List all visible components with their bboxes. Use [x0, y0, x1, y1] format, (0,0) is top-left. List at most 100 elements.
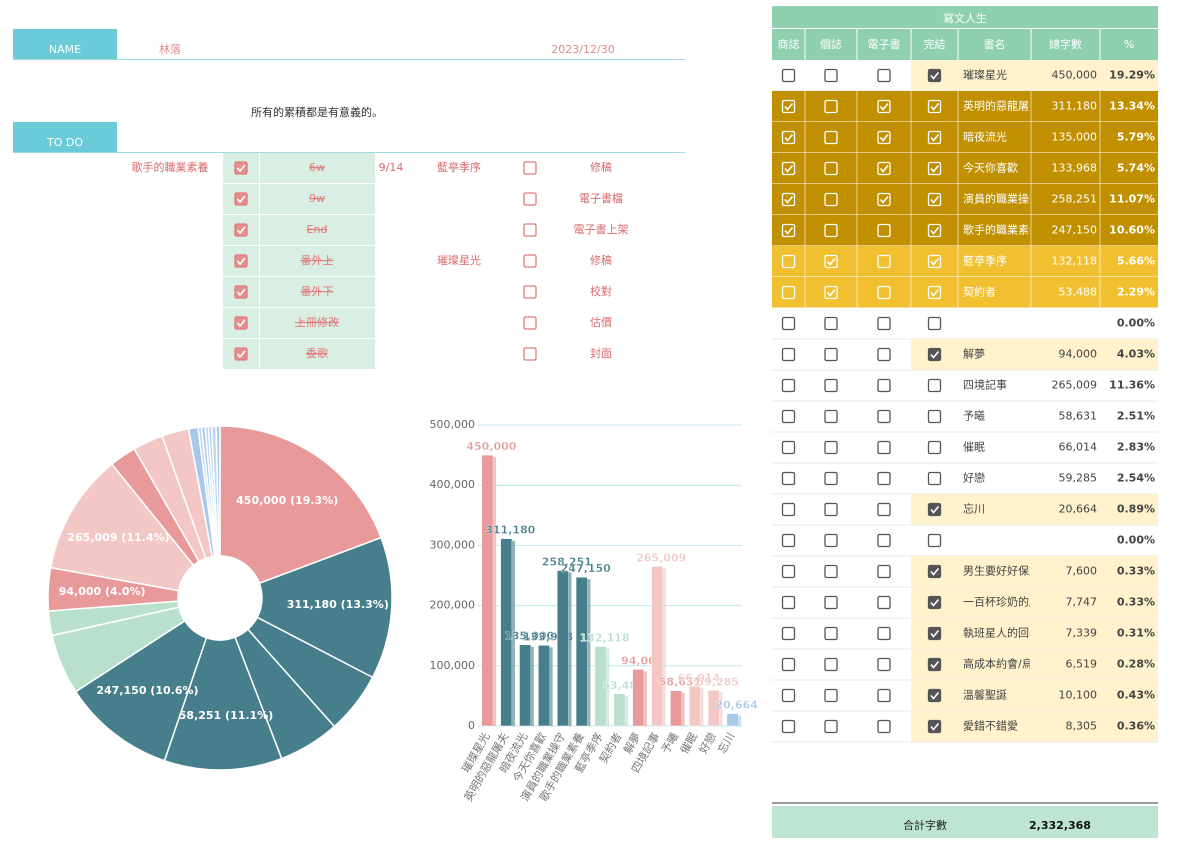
author-name: 林落 [159, 42, 181, 56]
bar-label: 66,014 [678, 671, 721, 684]
checkbox-box [234, 192, 248, 206]
row-bg [772, 215, 1158, 246]
checkbox [824, 440, 838, 455]
todo-item: 委歌 [306, 346, 328, 360]
bar-label: 247,150 [561, 562, 611, 575]
checkbox [781, 192, 796, 207]
checkbox [927, 223, 942, 238]
checkbox [523, 285, 537, 299]
checkbox [781, 378, 796, 393]
checkbox-box [927, 130, 942, 145]
row-bg [911, 587, 1158, 618]
check-mark [930, 629, 940, 638]
check-mark [236, 257, 246, 266]
checkbox [877, 68, 891, 83]
checkbox [927, 316, 942, 331]
y-tick-label: 400,000 [430, 478, 476, 491]
checkbox-box [781, 657, 796, 672]
checkbox [877, 161, 891, 176]
checkbox-box [523, 254, 537, 268]
checkbox [781, 316, 796, 331]
checkbox [824, 254, 838, 269]
check-mark [784, 102, 794, 111]
check-mark [879, 133, 889, 142]
pie-slice [49, 463, 195, 592]
checkbox-box [824, 409, 838, 424]
row-bg [772, 246, 1158, 277]
checkbox [523, 254, 537, 268]
book-name: 四境記事 [963, 378, 1007, 392]
checkbox [824, 719, 838, 734]
column-header: 商誌 [778, 37, 800, 51]
bar-side [530, 646, 534, 726]
todo-item: 上冊修改 [295, 315, 339, 329]
word-count: 58,631 [1059, 410, 1098, 423]
checkbox-box [927, 161, 942, 176]
row-bg [772, 184, 1158, 215]
checkbox [927, 68, 942, 83]
percent: 2.54% [1117, 472, 1155, 485]
checkbox [877, 564, 891, 579]
footer-bg [772, 806, 1158, 838]
todo-cell [260, 184, 375, 214]
checkbox [877, 626, 891, 641]
checkbox [824, 285, 838, 300]
check-mark [930, 226, 940, 235]
checkbox-box [824, 657, 838, 672]
checkbox [877, 657, 891, 672]
check-mark [826, 288, 836, 297]
todo-label: TO DO [46, 136, 83, 149]
todo-date: 9/14 [379, 161, 404, 174]
checkbox [234, 192, 248, 206]
checkbox [824, 161, 838, 176]
bar-label: 59,285 [696, 675, 738, 688]
bar-label: 135,000 [504, 630, 554, 643]
word-count: 265,009 [1052, 379, 1098, 392]
row-bg [911, 494, 1158, 525]
checkbox [877, 316, 891, 331]
checkbox-box [927, 99, 942, 114]
checkbox [234, 161, 248, 175]
task: 電子書檔 [579, 191, 623, 205]
checkbox [927, 440, 942, 455]
checkbox-box [824, 595, 838, 610]
todo-item: 6w [309, 161, 325, 174]
checkbox-box [824, 502, 838, 517]
checkbox-box [877, 564, 891, 579]
checkbox-box [927, 533, 942, 548]
checkbox-box [781, 564, 796, 579]
checkbox [234, 223, 248, 237]
checkbox-box [523, 347, 537, 361]
checkbox-box [824, 626, 838, 641]
percent: 19.29% [1109, 69, 1155, 82]
checkbox-box [234, 316, 248, 330]
checkbox-box [234, 223, 248, 237]
checkbox-box [824, 719, 838, 734]
checkbox [824, 471, 838, 486]
checkbox [927, 99, 942, 114]
check-mark [930, 660, 940, 669]
pie-slice [215, 425, 221, 557]
check-mark [784, 164, 794, 173]
checkbox [927, 192, 942, 207]
checkbox-box [877, 68, 891, 83]
book-name: 執班星人的回收 [963, 626, 1040, 640]
checkbox [824, 626, 838, 641]
check-mark [930, 102, 940, 111]
table-header-bg [772, 29, 1158, 60]
checkbox [781, 130, 796, 145]
bar-label: 450,000 [466, 440, 516, 453]
percent: 2.83% [1117, 441, 1155, 454]
x-tick-label: 予曦 [658, 730, 681, 756]
checkbox-box [523, 223, 537, 237]
bar-side [493, 457, 497, 726]
checkbox-box [877, 471, 891, 486]
pie-slice [256, 536, 393, 679]
checkbox-box [781, 688, 796, 703]
slice-label: 311,180 (13.3%) [287, 598, 389, 611]
column-header: 總字數 [1049, 37, 1082, 51]
checkbox [523, 347, 537, 361]
y-tick-label: 100,000 [430, 659, 476, 672]
task: 修稿 [590, 253, 612, 267]
slice-label: 94,000 (4.0%) [59, 585, 146, 598]
